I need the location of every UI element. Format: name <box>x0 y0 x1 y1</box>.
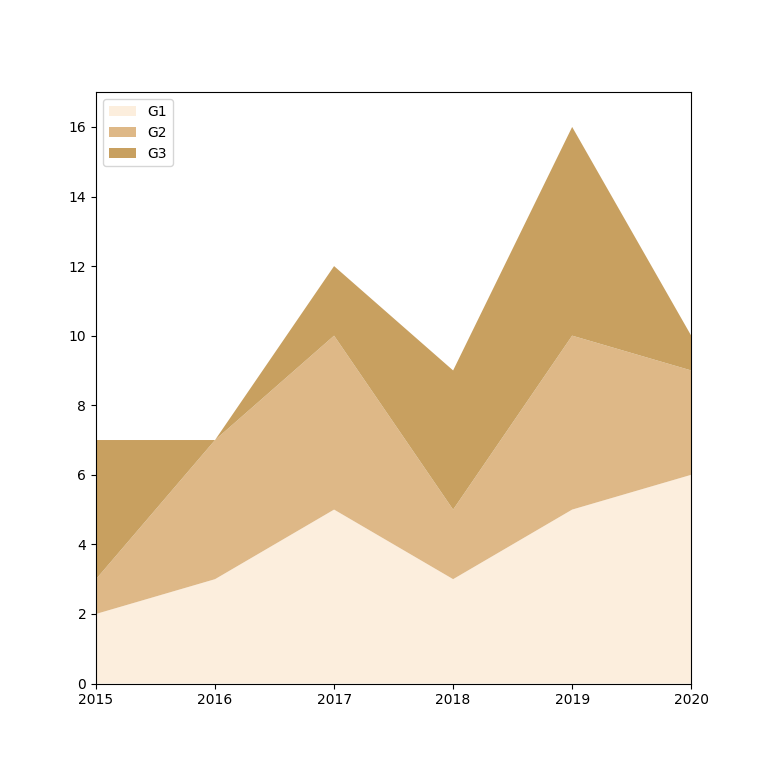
Legend: G1, G2, G3: G1, G2, G3 <box>103 99 173 166</box>
